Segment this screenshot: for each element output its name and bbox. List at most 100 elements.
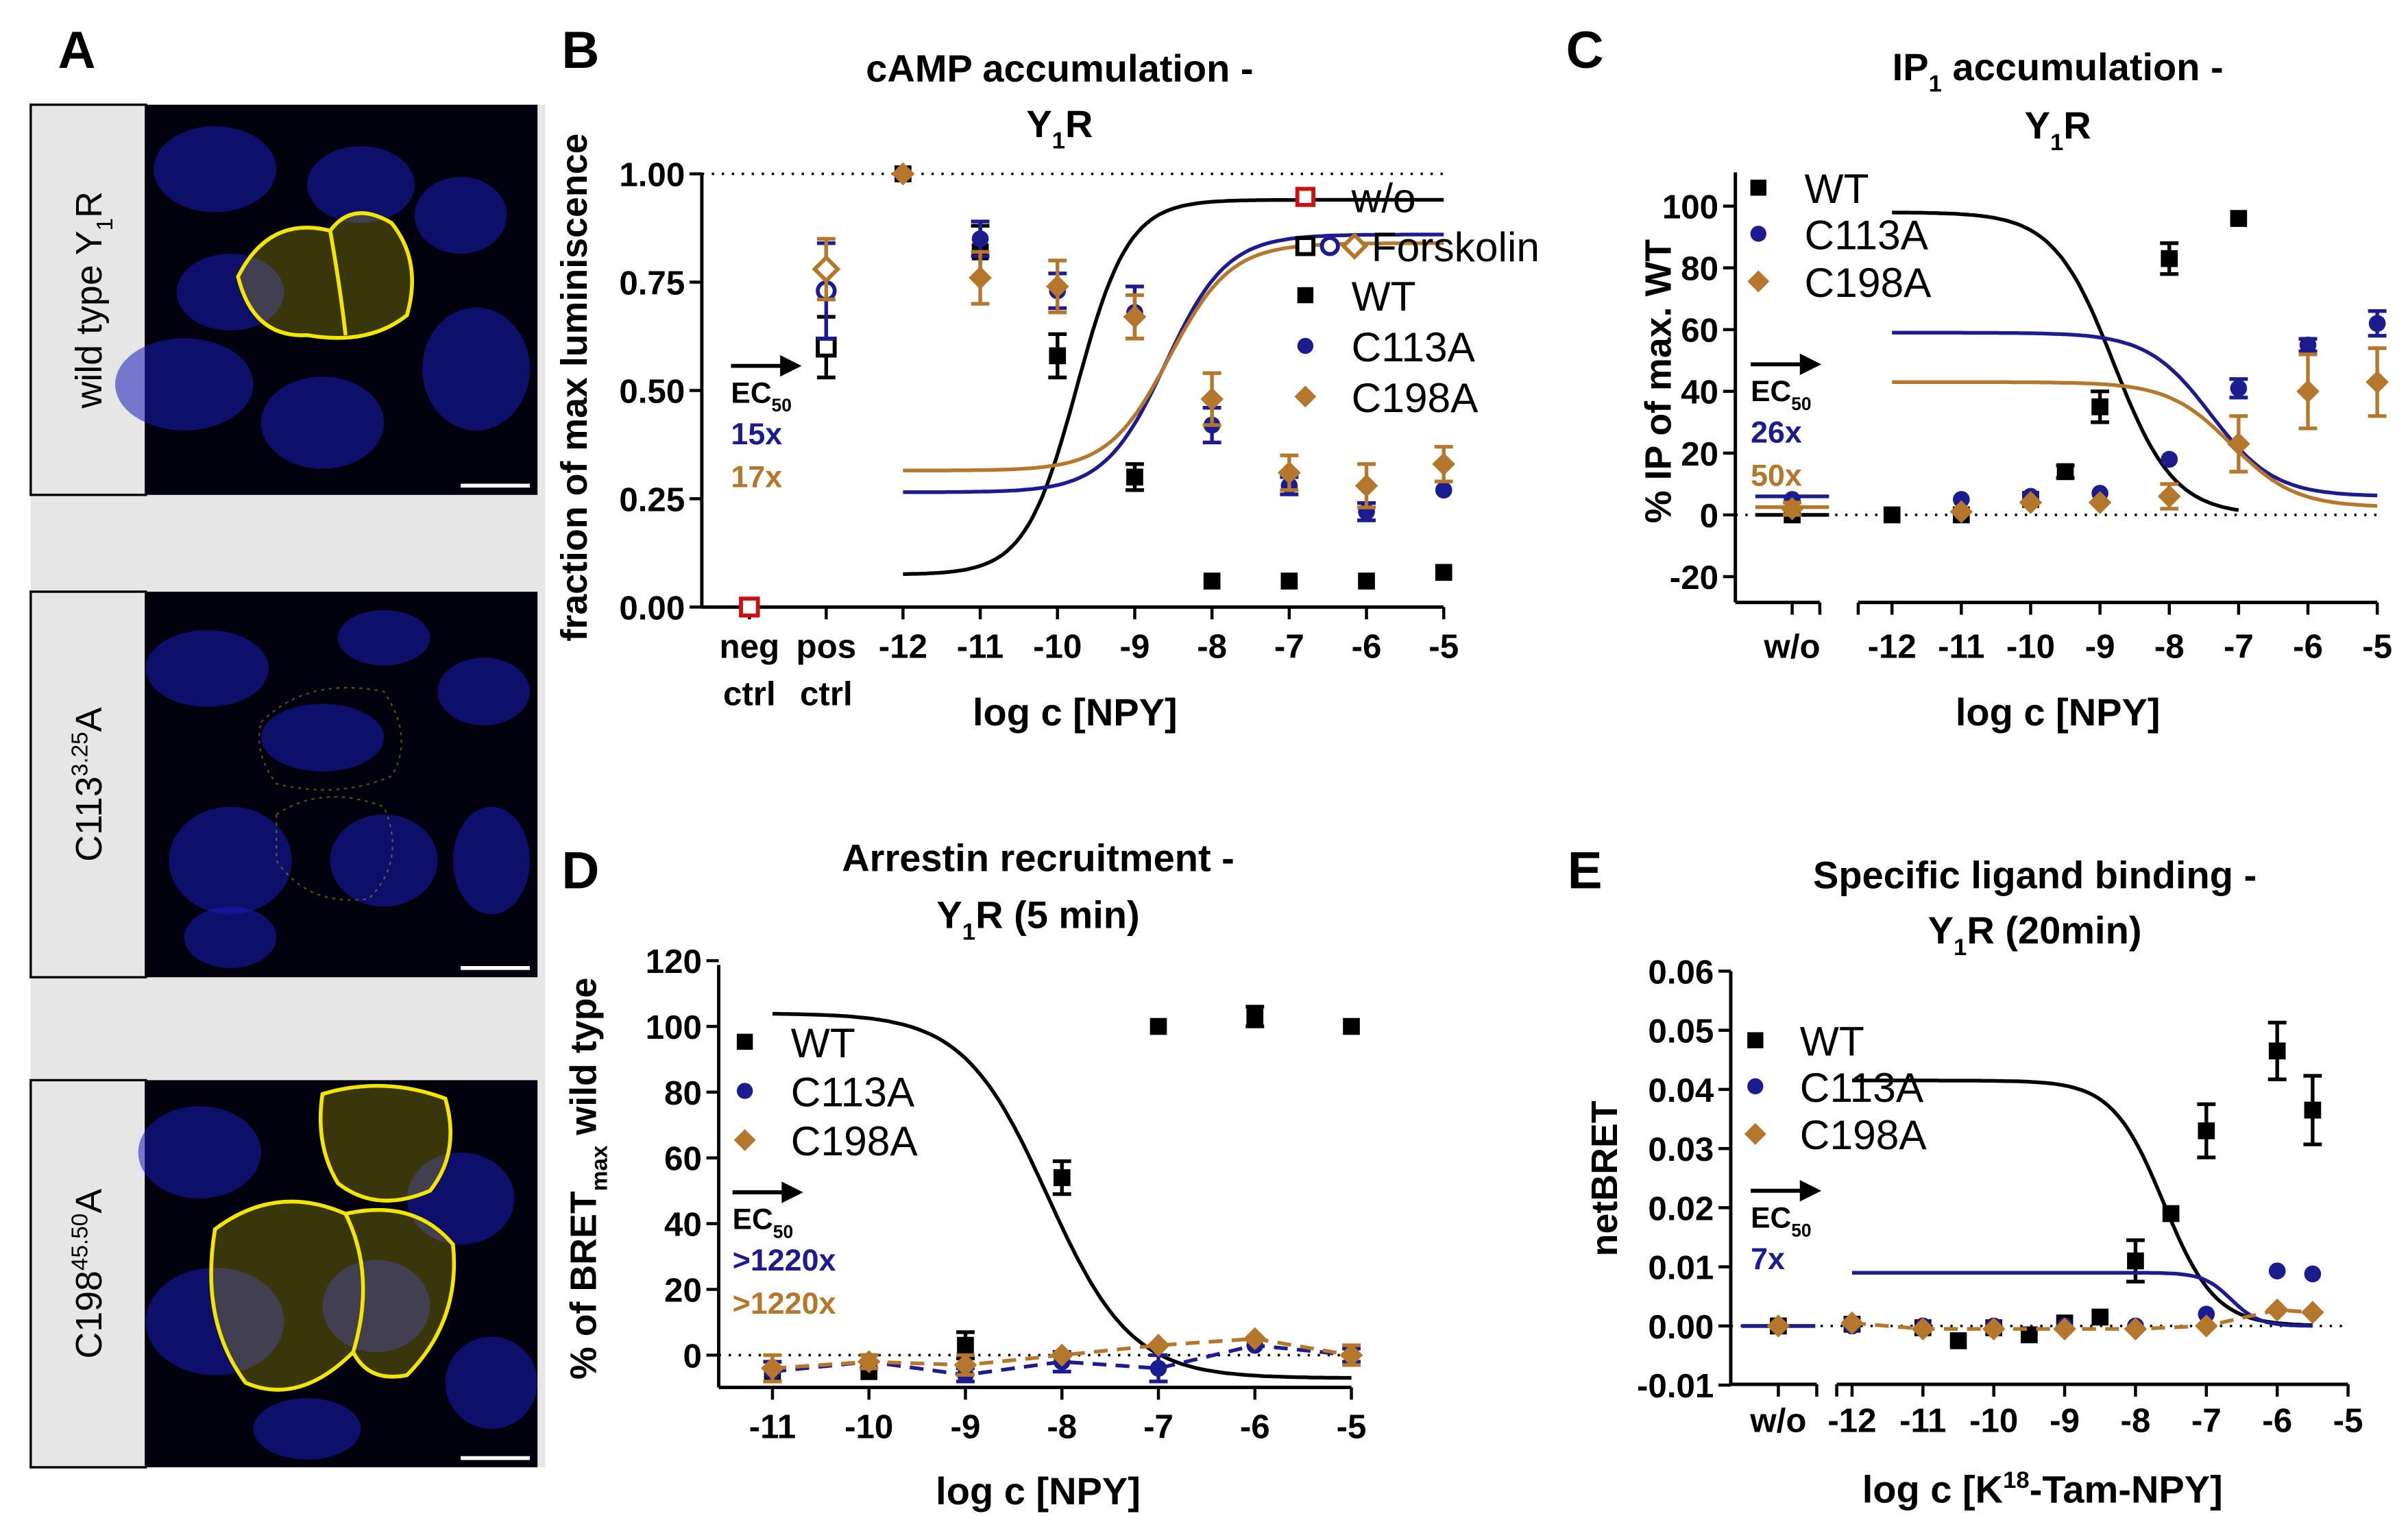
fold-change-label-part: 15x <box>731 417 782 451</box>
y-tick-label: 20 <box>664 1271 702 1309</box>
nucleus <box>169 806 292 915</box>
data-point <box>1949 1332 1967 1349</box>
yellow-membrane-signal <box>258 686 402 901</box>
x-tick-label-part: -11 <box>1899 1401 1947 1439</box>
chart-title-part: Specific ligand binding - <box>1813 853 2257 896</box>
panel-letter-part: B <box>561 21 599 80</box>
x-tick-label-part: -8 <box>1047 1408 1077 1445</box>
image-label-part: 45.50 <box>67 1214 93 1271</box>
y-tick-label: 0.00 <box>1648 1308 1714 1346</box>
fit-curve <box>1851 1079 2313 1327</box>
y-tick-label-part: 20 <box>1681 435 1718 473</box>
x-tick-label-part: w/o <box>1749 1401 1806 1439</box>
data-point <box>2162 1205 2180 1223</box>
legend-label-part: C198A <box>1352 374 1479 421</box>
x-tick-label: -6 <box>1240 1408 1270 1445</box>
chart-title-part: accumulation - <box>1942 45 2224 88</box>
y-tick-label: 80 <box>664 1074 702 1112</box>
ec50-label: EC50 <box>733 1203 793 1242</box>
x-tick-label-part: -7 <box>2224 627 2254 665</box>
legend-label: C113A <box>1800 1064 1924 1111</box>
x-tick-label: -7 <box>2191 1401 2222 1439</box>
legend-label-part: C113A <box>1800 1064 1924 1111</box>
y-tick-label-part: 0 <box>1700 497 1718 535</box>
x-tick-label-part: -10 <box>2006 627 2055 665</box>
legend-marker-diamond <box>1747 270 1770 293</box>
legend-marker-circle <box>1747 1078 1764 1095</box>
x-tick-label-part: -12 <box>1868 627 1917 665</box>
y-axis-label-part: fraction of max luminiscence <box>554 133 595 641</box>
panel-letter-part: D <box>561 841 599 900</box>
x-axis-label-part: -Tam-NPY] <box>2030 1468 2223 1511</box>
data-point <box>2161 250 2178 267</box>
x-tick-label: -11 <box>749 1408 796 1445</box>
image-label-part: 3.25 <box>67 732 93 776</box>
x-tick-label-part: -7 <box>2191 1401 2222 1439</box>
y-tick-label: 20 <box>1681 435 1718 473</box>
data-point <box>2368 315 2386 333</box>
nucleus <box>322 1260 430 1352</box>
yellow-membrane-signal <box>236 211 414 340</box>
chart-title-part: Y <box>2025 104 2050 147</box>
fold-change-label-part: 26x <box>1751 416 1802 450</box>
x-tick-label-part: -5 <box>1337 1408 1367 1445</box>
x-tick-label-part: -9 <box>2085 627 2115 665</box>
image-label-part: 1 <box>93 218 118 231</box>
y-tick-label-part: -0.01 <box>1637 1367 1714 1405</box>
x-tick-label: -6 <box>2262 1401 2292 1439</box>
data-point <box>1953 491 1970 508</box>
nucleus <box>452 806 530 915</box>
y-tick-label-part: 0.50 <box>619 372 685 410</box>
legend-item: C198A <box>1747 259 1932 306</box>
series-c198a <box>761 1327 1363 1384</box>
chart-title-part: R <box>2063 104 2091 147</box>
legend-item: w/o <box>1295 175 1416 221</box>
x-tick-label: -11 <box>957 627 1004 665</box>
x-tick-label: -12 <box>879 627 927 665</box>
x-tick-label-part: -11 <box>957 627 1004 665</box>
x-axis-label-part: log c [K <box>1862 1468 2003 1511</box>
x-axis-label: log c [K18-Tam-NPY] <box>1862 1467 2223 1510</box>
x-tick-label-part: -10 <box>844 1408 893 1445</box>
chart-title-part: R <box>1065 102 1093 145</box>
legend-label: C198A <box>1352 374 1479 421</box>
image-label: C19845.50A <box>67 1189 109 1359</box>
y-tick-label-part: 0.06 <box>1648 953 1714 991</box>
y-tick-label: 0.03 <box>1648 1131 1714 1168</box>
legend-item: C113A <box>1750 211 1929 258</box>
y-tick-label: 0.01 <box>1648 1249 1714 1287</box>
y-tick-label: 1.00 <box>619 156 685 193</box>
x-tick-label-part: -9 <box>1120 627 1150 665</box>
panel-d: D Arrestin recruitment - Y1R (5 min) % of B… <box>561 836 1366 1513</box>
ec50-label-part: 50 <box>773 1222 793 1242</box>
legend-label: WT <box>1352 273 1416 320</box>
legend-marker-diamond <box>1340 232 1369 260</box>
ec50-label-part: EC <box>731 376 771 409</box>
legend-item: C113A <box>736 1068 915 1115</box>
x-tick-label-part: -11 <box>1938 627 1985 665</box>
chart-title-part: 1 <box>1929 71 1942 97</box>
x-axis-label: log c [NPY] <box>973 690 1178 734</box>
y-tick-label: 0.00 <box>619 589 685 627</box>
legend-marker-square <box>1295 236 1315 256</box>
fold-change-label: >1220x <box>733 1286 836 1321</box>
image-label-part: R <box>69 191 110 218</box>
fold-change-label: 7x <box>1751 1242 1785 1276</box>
series-c113a <box>1741 1262 2322 1335</box>
x-tick-label: -5 <box>1337 1408 1367 1445</box>
y-tick-label-part: 0.01 <box>1648 1249 1714 1287</box>
y-tick-label-part: 80 <box>1681 250 1718 288</box>
connecting-line <box>1851 1308 2313 1331</box>
ec50-label: EC50 <box>1751 1201 1811 1240</box>
y-tick-label-part: 100 <box>646 1009 702 1046</box>
legend-label-part: Forskolin <box>1372 224 1540 270</box>
data-point <box>1126 468 1143 486</box>
data-point <box>2299 336 2317 354</box>
nucleus <box>337 610 430 666</box>
y-tick-label: 100 <box>646 1009 702 1046</box>
